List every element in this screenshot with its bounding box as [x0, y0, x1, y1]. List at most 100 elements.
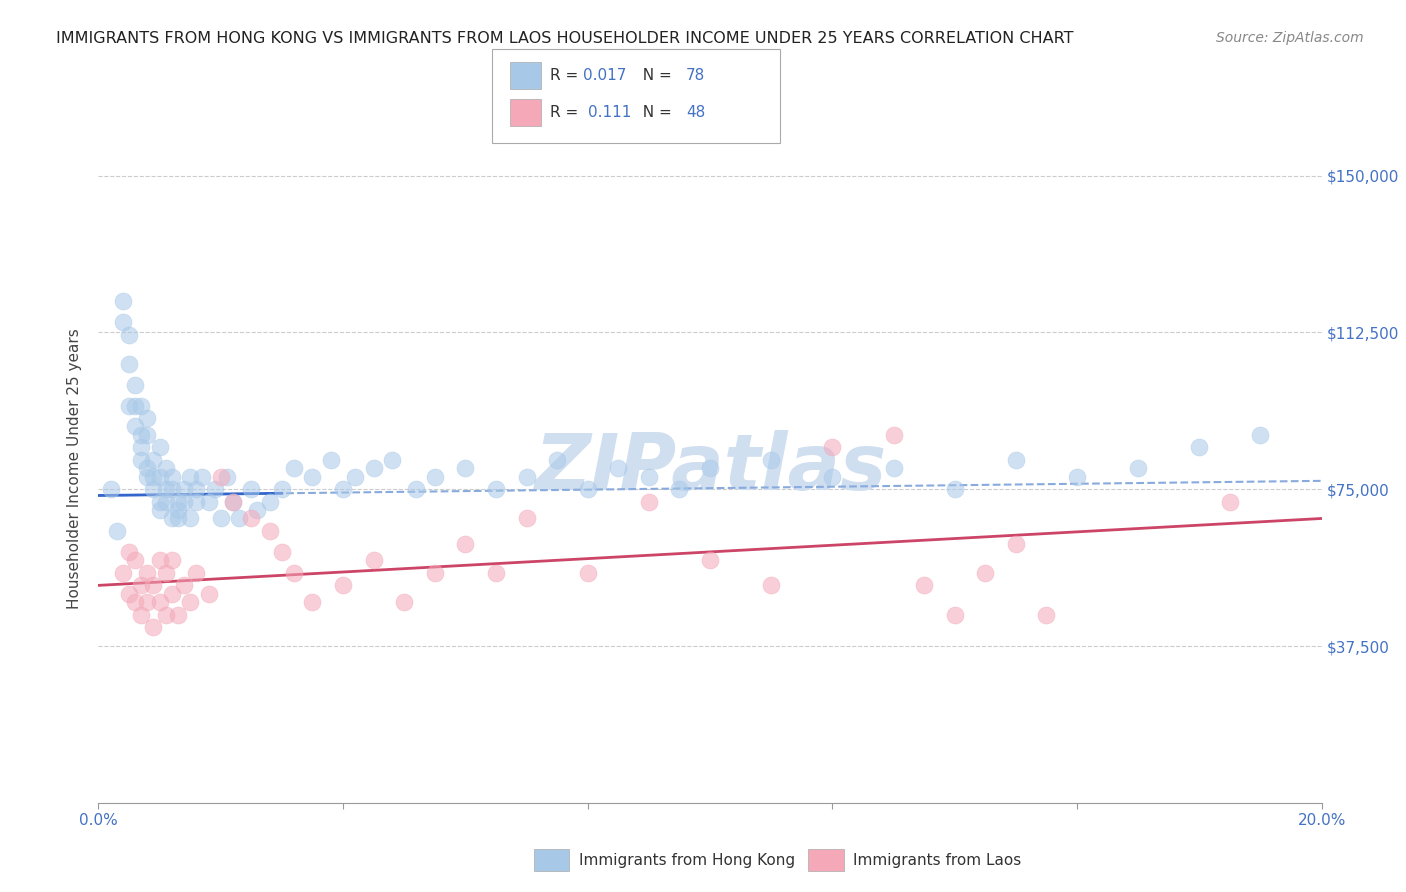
Point — [222, 494, 245, 508]
Point — [270, 482, 292, 496]
Point — [111, 566, 134, 580]
Point — [142, 578, 165, 592]
Point — [576, 566, 599, 580]
Text: N =: N = — [633, 105, 676, 120]
Y-axis label: Householder Income Under 25 years: Householder Income Under 25 years — [67, 328, 83, 608]
Text: Immigrants from Hong Kong: Immigrants from Hong Kong — [579, 854, 796, 868]
Point — [160, 553, 183, 567]
Point — [1128, 461, 1150, 475]
Point — [149, 553, 172, 567]
Point — [105, 524, 128, 538]
Point — [912, 578, 935, 592]
Point — [160, 469, 183, 483]
Point — [160, 511, 183, 525]
Point — [191, 469, 214, 483]
Point — [129, 441, 152, 455]
Point — [516, 469, 538, 483]
Point — [160, 587, 183, 601]
Point — [129, 399, 152, 413]
Text: Immigrants from Laos: Immigrants from Laos — [853, 854, 1022, 868]
Point — [332, 578, 354, 592]
Point — [259, 524, 281, 538]
Point — [136, 595, 159, 609]
Point — [637, 494, 661, 508]
Point — [485, 482, 508, 496]
Point — [222, 494, 245, 508]
Point — [186, 482, 208, 496]
Point — [129, 453, 152, 467]
Point — [155, 566, 177, 580]
Point — [240, 511, 263, 525]
Point — [423, 469, 446, 483]
Point — [1004, 453, 1026, 467]
Point — [607, 461, 630, 475]
Point — [974, 566, 997, 580]
Point — [270, 545, 292, 559]
Text: Source: ZipAtlas.com: Source: ZipAtlas.com — [1216, 31, 1364, 45]
Point — [668, 482, 690, 496]
Point — [100, 482, 122, 496]
Point — [136, 566, 159, 580]
Point — [1004, 536, 1026, 550]
Point — [129, 428, 152, 442]
Point — [344, 469, 367, 483]
Point — [883, 461, 905, 475]
Point — [883, 428, 905, 442]
Point — [197, 494, 219, 508]
Point — [173, 578, 195, 592]
Point — [283, 566, 305, 580]
Point — [283, 461, 305, 475]
Text: 0.017: 0.017 — [583, 69, 627, 83]
Point — [546, 453, 568, 467]
Point — [215, 469, 238, 483]
Point — [149, 494, 172, 508]
Text: N =: N = — [633, 69, 676, 83]
Point — [392, 595, 416, 609]
Point — [124, 419, 146, 434]
Point — [118, 327, 141, 342]
Point — [142, 453, 165, 467]
Text: R =: R = — [550, 105, 588, 120]
Point — [699, 461, 721, 475]
Point — [186, 566, 208, 580]
Point — [209, 511, 232, 525]
Point — [136, 428, 159, 442]
Point — [179, 511, 201, 525]
Point — [821, 441, 844, 455]
Text: 78: 78 — [686, 69, 706, 83]
Point — [173, 482, 195, 496]
Text: ZIPatlas: ZIPatlas — [534, 430, 886, 507]
Point — [759, 578, 782, 592]
Point — [167, 511, 190, 525]
Text: 48: 48 — [686, 105, 706, 120]
Point — [363, 461, 385, 475]
Text: 0.111: 0.111 — [588, 105, 631, 120]
Point — [129, 607, 152, 622]
Point — [111, 294, 134, 309]
Point — [228, 511, 250, 525]
Point — [576, 482, 599, 496]
Point — [155, 607, 177, 622]
Point — [259, 494, 281, 508]
Point — [821, 469, 844, 483]
Point — [118, 545, 141, 559]
Point — [167, 503, 190, 517]
Text: IMMIGRANTS FROM HONG KONG VS IMMIGRANTS FROM LAOS HOUSEHOLDER INCOME UNDER 25 YE: IMMIGRANTS FROM HONG KONG VS IMMIGRANTS … — [56, 31, 1074, 46]
Point — [1035, 607, 1057, 622]
Point — [454, 461, 477, 475]
Point — [149, 595, 172, 609]
Point — [332, 482, 354, 496]
Point — [637, 469, 661, 483]
Point — [485, 566, 508, 580]
Point — [209, 469, 232, 483]
Point — [124, 595, 146, 609]
Point — [142, 482, 165, 496]
Point — [124, 377, 146, 392]
Point — [759, 453, 782, 467]
Point — [173, 494, 195, 508]
Point — [167, 607, 190, 622]
Point — [197, 587, 219, 601]
Point — [167, 494, 190, 508]
Point — [240, 482, 263, 496]
Point — [149, 441, 172, 455]
